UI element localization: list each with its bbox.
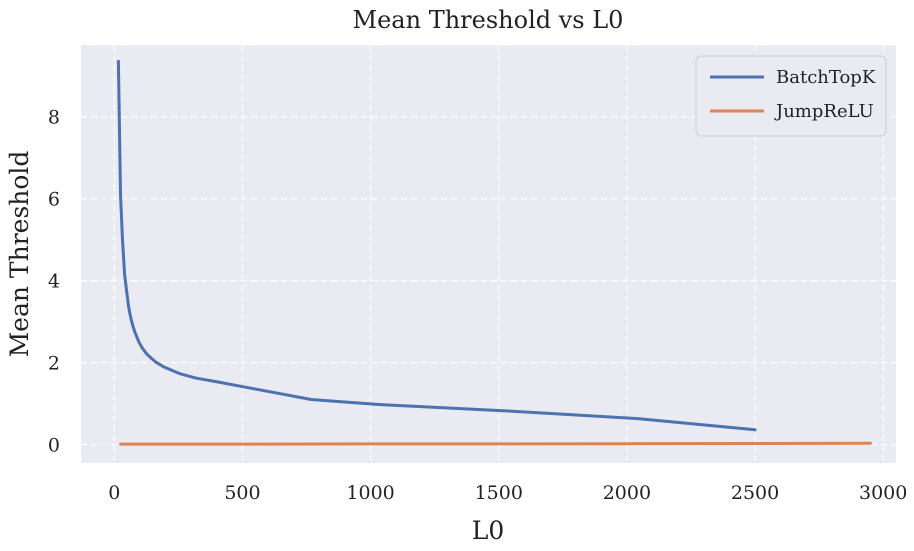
- series-layer: [116, 59, 872, 446]
- x-tick-label-2000: 2000: [603, 482, 651, 504]
- y-tick-label-4: 4: [48, 271, 60, 293]
- series-line-jumprelu: [119, 441, 872, 446]
- y-axis-label: Mean Threshold: [5, 151, 34, 358]
- x-tick-label-1500: 1500: [475, 482, 523, 504]
- y-tick-label-8: 8: [48, 107, 60, 129]
- x-axis-label: L0: [472, 516, 505, 545]
- series-line-batchtopk: [116, 59, 757, 432]
- y-tick-label-6: 6: [48, 189, 60, 211]
- chart-title: Mean Threshold vs L0: [353, 6, 624, 34]
- legend-label-jumprelu: JumpReLU: [774, 101, 874, 122]
- x-tick-label-0: 0: [108, 482, 120, 504]
- y-tick-label-0: 0: [48, 435, 60, 457]
- x-tick-labels: 0 500 1000 1500 2000 2500 3000: [108, 482, 907, 504]
- x-tick-label-500: 500: [224, 482, 260, 504]
- legend: BatchTopK JumpReLU: [695, 55, 887, 137]
- x-tick-label-3000: 3000: [859, 482, 907, 504]
- x-tick-label-1000: 1000: [346, 482, 394, 504]
- legend-label-batchtopk: BatchTopK: [776, 67, 876, 88]
- x-tick-label-2500: 2500: [731, 482, 779, 504]
- y-tick-labels: 0 2 4 6 8: [48, 107, 60, 457]
- y-tick-label-2: 2: [48, 353, 60, 375]
